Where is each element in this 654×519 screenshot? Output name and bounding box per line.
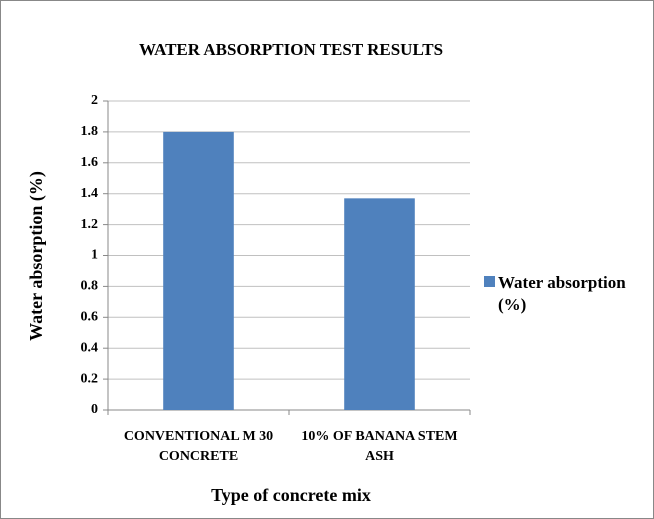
legend-swatch [484, 276, 495, 287]
y-tick-label: 0.4 [81, 340, 99, 355]
legend-label: Water absorption (%) [498, 273, 626, 314]
x-tick-label: 10% OF BANANA STEM ASH [301, 429, 458, 464]
y-tick-label: 1.2 [81, 217, 99, 232]
y-tick-label: 1.4 [81, 186, 99, 201]
y-tick-label: 0.6 [81, 310, 99, 325]
y-tick-label: 1.8 [81, 124, 99, 139]
x-tick-label: CONVENTIONAL M 30 CONCRETE [123, 429, 274, 464]
y-tick-label: 0.8 [81, 279, 99, 294]
y-tick-label: 1.6 [81, 155, 99, 170]
chart-title: WATER ABSORPTION TEST RESULTS [139, 40, 443, 59]
bar [163, 131, 234, 410]
y-tick-label: 1 [91, 248, 98, 263]
y-tick-label: 0.2 [81, 371, 99, 386]
y-axis-label: Water absorption (%) [26, 171, 47, 341]
bar [344, 198, 415, 410]
y-tick-label: 0 [91, 402, 98, 417]
x-axis-label: Type of concrete mix [211, 485, 371, 505]
y-tick-label: 2 [91, 93, 98, 108]
